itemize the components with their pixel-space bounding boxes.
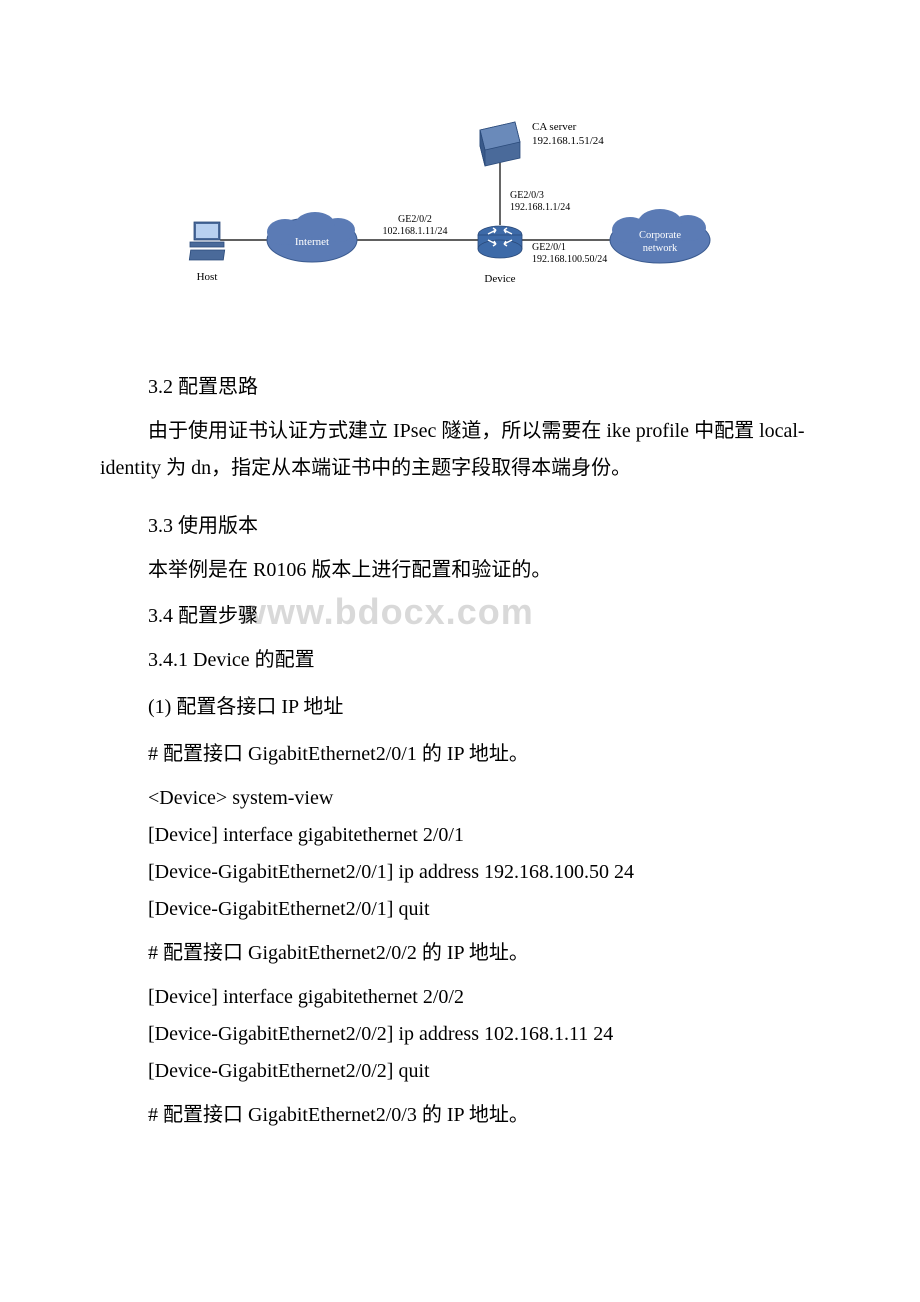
heading-3-4-1: 3.4.1 Device 的配置 [148,642,820,679]
cmd-l1: <Device> system-view [148,787,820,810]
device-label: Device [484,273,515,285]
cmd-l6: [Device-GigabitEthernet2/0/2] ip address… [148,1023,820,1046]
ca-title: CA server [532,121,577,133]
diagram-svg: Host Internet GE2/0/2 102.168.1.11/24 GE… [180,100,740,310]
cmd-l5: [Device] interface gigabitethernet 2/0/2 [148,986,820,1009]
comment-1: # 配置接口 GigabitEthernet2/0/1 的 IP 地址。 [148,736,820,773]
cmd-l3: [Device-GigabitEthernet2/0/1] ip address… [148,861,820,884]
para-3-2-body: 由于使用证书认证方式建立 IPsec 隧道，所以需要在 ike profile … [100,413,820,487]
cmd-l4: [Device-GigabitEthernet2/0/1] quit [148,898,820,921]
corp-label2: network [643,243,678,254]
ge203-ip: 192.168.1.1/24 [510,202,570,213]
comment-3: # 配置接口 GigabitEthernet2/0/3 的 IP 地址。 [148,1097,820,1134]
heading-3-4: 3.4 配置步骤 [148,605,258,627]
ge202-name: GE2/0/2 [398,214,432,225]
ca-ip: 192.168.1.51/24 [532,135,604,147]
host-icon [189,222,224,260]
ca-server-icon [480,122,520,166]
host-label: Host [197,271,218,283]
ge201-ip: 192.168.100.50/24 [532,254,607,265]
para-3-2-text: 由于使用证书认证方式建立 IPsec 隧道，所以需要在 ike profile … [100,420,805,479]
cmd-l2: [Device] interface gigabitethernet 2/0/1 [148,824,820,847]
ge202-ip: 102.168.1.11/24 [383,226,448,237]
heading-3-4-row: www.bdocx.com 3.4 配置步骤 [148,599,820,628]
router-icon [478,226,522,258]
para-3-3-body: 本举例是在 R0106 版本上进行配置和验证的。 [148,552,820,589]
ge201-name: GE2/0/1 [532,242,566,253]
comment-2: # 配置接口 GigabitEthernet2/0/2 的 IP 地址。 [148,935,820,972]
heading-3-2: 3.2 配置思路 [148,370,820,399]
corp-label1: Corporate [639,230,681,241]
cmd-l7: [Device-GigabitEthernet2/0/2] quit [148,1060,820,1083]
ge203-name: GE2/0/3 [510,190,544,201]
watermark-text: www.bdocx.com [238,591,534,633]
router-label: ROUTER [489,258,511,264]
heading-3-3: 3.3 使用版本 [148,509,820,538]
step-1: (1) 配置各接口 IP 地址 [148,689,820,726]
internet-label: Internet [295,236,329,248]
network-diagram: Host Internet GE2/0/2 102.168.1.11/24 GE… [180,100,740,310]
